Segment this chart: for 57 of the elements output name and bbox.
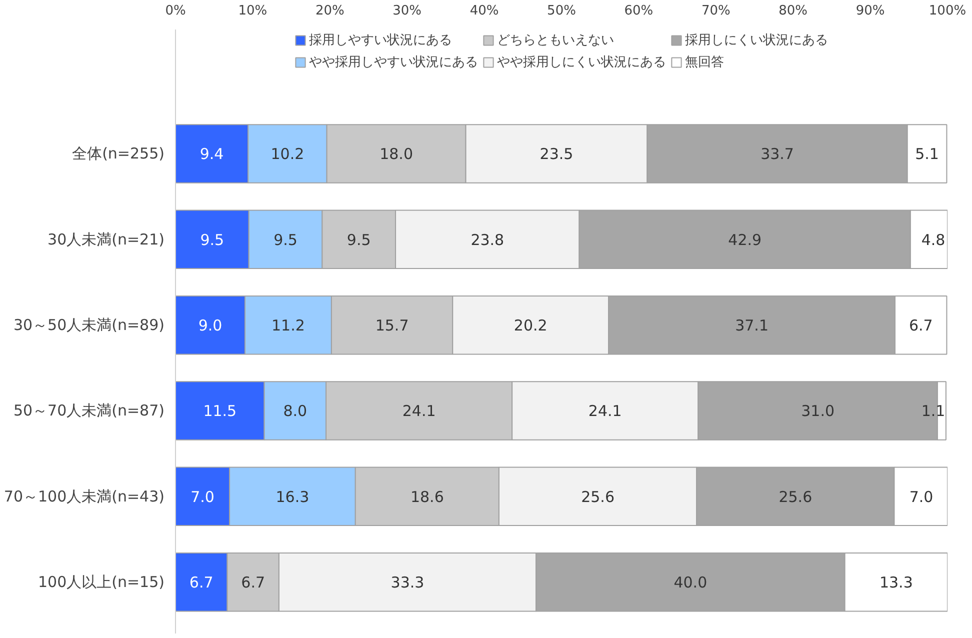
data-label: 37.1 — [735, 316, 769, 335]
legend-label: 採用しにくい状況にある — [685, 32, 828, 49]
data-label: 15.7 — [375, 316, 409, 335]
x-tick-label: 0% — [165, 4, 186, 18]
data-label: 9.5 — [274, 230, 298, 249]
y-tick-label: 50～70人未満(n=87) — [13, 402, 165, 420]
legend-label: やや採用しやすい状況にある — [309, 54, 478, 71]
data-label: 16.3 — [276, 488, 310, 506]
legend-label: 採用しやすい状況にある — [309, 32, 452, 49]
data-label: 8.0 — [283, 402, 308, 420]
data-label: 9.5 — [346, 230, 371, 249]
data-label: 9.0 — [198, 316, 222, 335]
legend-label: やや採用しにくい状況にある — [497, 54, 666, 71]
x-tick-label: 70% — [701, 4, 730, 18]
x-tick-label: 100% — [928, 4, 966, 18]
x-tick-label: 80% — [778, 4, 808, 18]
x-tick-label: 60% — [624, 4, 654, 18]
x-tick-label: 90% — [856, 4, 885, 18]
y-tick-label: 70～100人未満(n=43) — [4, 487, 165, 506]
data-label: 31.0 — [801, 402, 835, 420]
data-label: 18.6 — [410, 488, 444, 506]
data-label: 10.2 — [270, 145, 304, 164]
data-label: 4.8 — [921, 230, 946, 249]
data-label: 25.6 — [581, 488, 614, 506]
x-tick-label: 30% — [392, 4, 422, 18]
data-label: 9.5 — [200, 230, 224, 249]
data-label: 13.3 — [879, 574, 913, 592]
data-label: 23.5 — [540, 145, 574, 164]
data-label: 5.1 — [915, 145, 939, 164]
data-label: 33.3 — [390, 574, 424, 592]
legend-label: どちらともいえない — [497, 32, 614, 49]
data-label: 11.5 — [203, 402, 237, 420]
data-label: 24.1 — [588, 402, 622, 420]
data-label: 9.4 — [200, 145, 224, 164]
data-label: 25.6 — [778, 488, 812, 506]
x-tick-label: 40% — [470, 4, 499, 18]
data-label: 6.7 — [189, 574, 214, 592]
data-label: 33.7 — [760, 145, 794, 164]
data-label: 24.1 — [402, 402, 436, 420]
data-label: 40.0 — [674, 574, 708, 592]
x-tick-label: 10% — [238, 4, 268, 18]
data-label: 42.9 — [728, 230, 762, 249]
y-tick-label: 30人未満(n=21) — [48, 230, 164, 248]
data-label: 20.2 — [514, 316, 548, 335]
data-label: 6.7 — [908, 316, 933, 335]
data-label: 7.0 — [909, 488, 934, 506]
data-label: 18.0 — [380, 145, 413, 164]
x-tick-label: 20% — [315, 4, 344, 18]
y-tick-label: 30～50人未満(n=89) — [13, 316, 165, 334]
legend-label: 無回答 — [685, 54, 724, 71]
data-label: 6.7 — [241, 574, 266, 592]
data-label: 7.0 — [190, 488, 214, 506]
data-label: 23.8 — [470, 230, 504, 249]
y-tick-label: 100人以上(n=15) — [38, 573, 165, 592]
data-label: 11.2 — [272, 316, 305, 335]
x-tick-label: 50% — [547, 4, 576, 18]
y-tick-label: 全体(n=255) — [72, 144, 165, 163]
